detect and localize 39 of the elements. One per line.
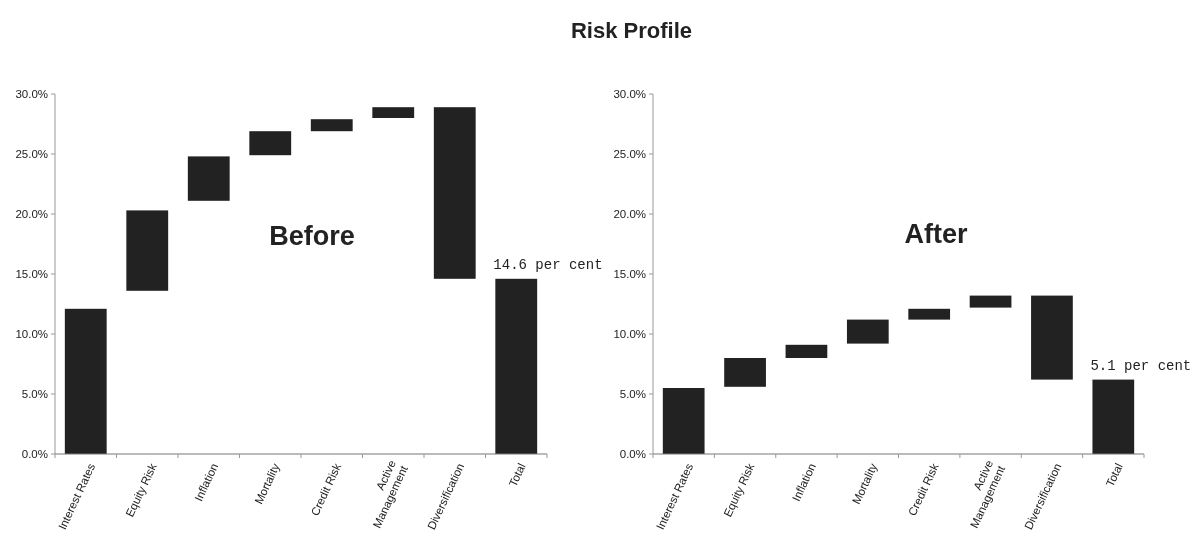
y-tick-label: 5.0% xyxy=(21,388,48,401)
y-tick-label: 5.0% xyxy=(619,388,646,401)
y-tick-label: 25.0% xyxy=(15,148,48,161)
y-tick-label: 0.0% xyxy=(619,448,646,461)
bar xyxy=(908,308,951,320)
text: After xyxy=(904,219,968,249)
bar xyxy=(372,107,415,118)
x-tick-label: Total xyxy=(506,461,528,489)
bar xyxy=(662,388,705,454)
bar xyxy=(1092,379,1135,454)
x-tick-label: Total xyxy=(1103,461,1125,489)
bar xyxy=(724,358,766,387)
y-tick-label: 0.0% xyxy=(21,448,48,461)
y-tick-label: 20.0% xyxy=(613,208,646,221)
bar xyxy=(433,107,476,279)
bar xyxy=(126,210,169,291)
y-tick-label: 10.0% xyxy=(613,328,646,341)
bar xyxy=(187,156,230,201)
bar xyxy=(1031,295,1073,380)
bar xyxy=(969,295,1012,308)
bar xyxy=(846,319,889,344)
y-tick-label: 30.0% xyxy=(613,88,646,101)
annotation: 5.1 per cent xyxy=(1090,357,1192,374)
text: Risk Profile xyxy=(570,18,693,43)
bar xyxy=(64,308,107,454)
y-tick-label: 15.0% xyxy=(613,268,646,281)
x-tick-label: Credit Risk xyxy=(308,461,344,518)
y-tick-label: 25.0% xyxy=(613,148,646,161)
y-tick-label: 10.0% xyxy=(15,328,48,341)
bar xyxy=(310,119,353,132)
y-tick-label: 20.0% xyxy=(15,208,48,221)
bar xyxy=(249,131,292,156)
text: Before xyxy=(269,221,355,251)
bar xyxy=(785,344,828,358)
x-tick-label: Credit Risk xyxy=(906,461,941,518)
annotation: 14.6 per cent xyxy=(493,256,603,273)
y-tick-label: 30.0% xyxy=(15,88,48,101)
y-tick-label: 15.0% xyxy=(15,268,48,281)
bar xyxy=(495,278,538,454)
